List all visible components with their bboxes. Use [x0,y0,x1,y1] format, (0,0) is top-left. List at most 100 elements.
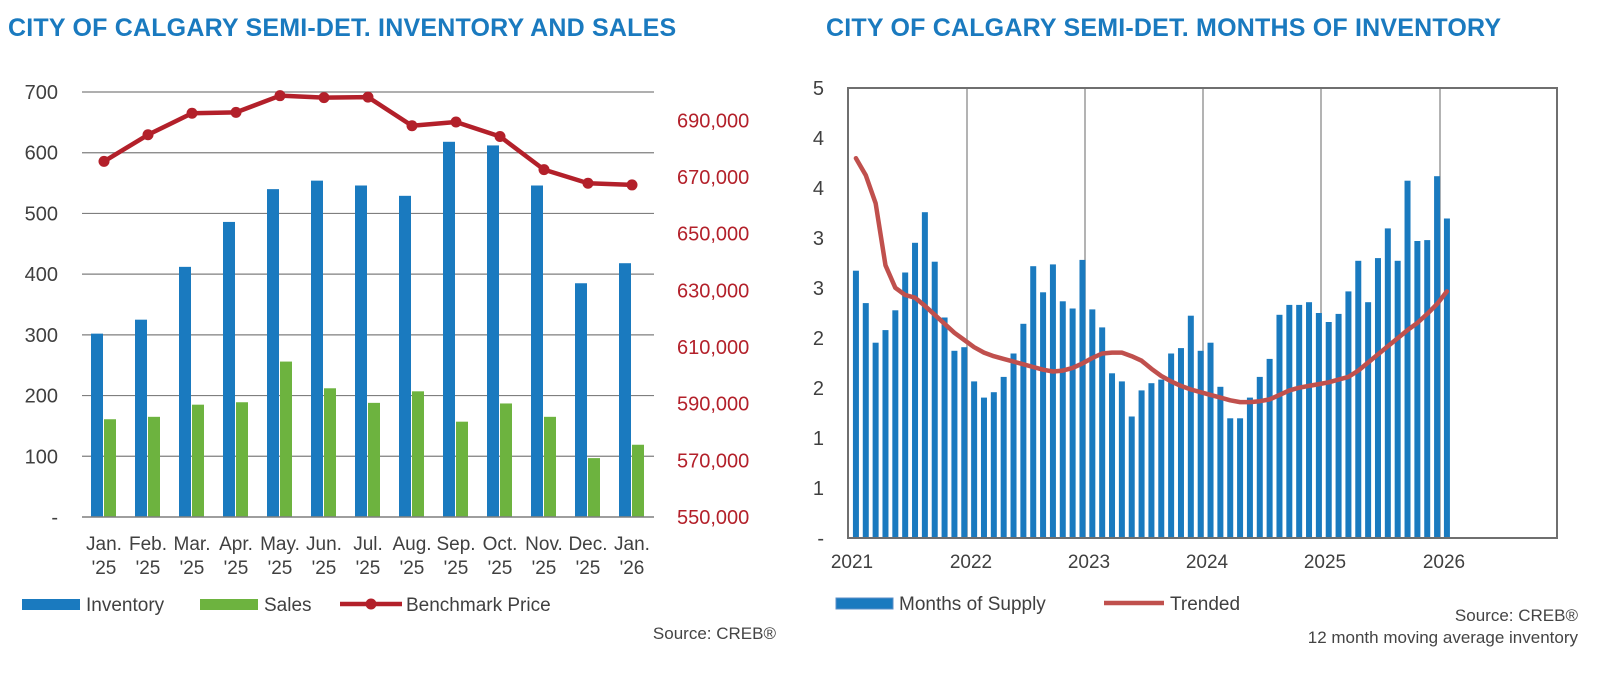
months-of-supply-bar-54 [1384,228,1391,538]
months-of-supply-bar-37 [1217,386,1224,538]
right-chart-year-label: 2026 [1423,552,1465,573]
inventory-bar-11 [575,283,587,517]
inventory-bar-6 [355,185,367,517]
x-axis-year-label: '25 [92,558,117,579]
months-of-supply-bar-30 [1148,383,1155,538]
x-axis-year-label: '25 [268,558,293,579]
right-chart-year-label: 2024 [1186,552,1229,573]
left-axis-tick-label: 400 [25,264,58,286]
x-axis-month-label: Sep. [436,534,475,555]
x-axis-month-label: Jan. [614,534,650,555]
months-of-supply-bar-25 [1099,327,1106,538]
benchmark-price-point-4 [274,90,286,102]
legend-swatch-sales [200,599,258,610]
inventory-bar-1 [135,319,147,517]
inventory-bar-2 [179,266,191,517]
sales-bar-2 [192,404,204,517]
months-of-supply-bar-21 [1059,301,1066,538]
sales-bar-4 [280,361,292,517]
months-of-supply-bar-27 [1118,381,1125,538]
months-of-supply-bar-17 [1020,323,1027,538]
right-moving-average-note: 12 month moving average inventory [1307,628,1578,647]
months-of-supply-bar-43 [1276,314,1283,538]
months-of-supply-bar-1 [862,303,869,538]
x-axis-month-label: Jul. [353,534,383,555]
legend-swatch-benchmark-marker [365,598,377,610]
months-of-supply-bar-53 [1374,258,1381,538]
months-of-supply-bar-56 [1404,180,1411,538]
right-axis-tick-label: 690,000 [677,110,749,132]
months-of-supply-bar-34 [1187,315,1194,538]
inventory-bar-9 [487,145,499,517]
right-chart-year-label: 2022 [950,552,992,573]
sales-bar-6 [368,402,380,517]
x-axis-year-label: '25 [180,558,205,579]
months-of-supply-bar-31 [1158,379,1165,538]
months-of-supply-bar-58 [1424,240,1431,538]
months-of-supply-bar-8 [931,261,938,538]
right-axis-tick-label: 590,000 [677,394,749,416]
x-axis-month-label: Dec. [568,534,607,555]
benchmark-price-point-8 [450,116,462,128]
months-of-supply-bar-26 [1109,373,1116,538]
months-of-supply-bar-2 [872,342,879,538]
right-chart-y-tick-label: - [817,528,824,550]
benchmark-price-point-6 [362,91,374,103]
right-axis-tick-label: 630,000 [677,280,749,302]
right-chart-y-tick-label: 2 [813,378,824,400]
x-axis-year-label: '25 [532,558,557,579]
x-axis-month-label: May. [260,534,300,555]
benchmark-price-point-2 [186,107,198,119]
right-axis-tick-label: 650,000 [677,224,749,246]
months-of-supply-bar-59 [1434,176,1441,538]
legend-swatch-months-of-supply [835,597,894,610]
x-axis-month-label: Aug. [392,534,431,555]
benchmark-price-point-9 [494,130,506,142]
x-axis-month-label: Mar. [174,534,211,555]
left-axis-tick-label: 700 [25,82,58,104]
left-axis-tick-label: 200 [25,386,58,408]
left-chart-title: CITY OF CALGARY SEMI-DET. INVENTORY AND … [8,14,677,42]
months-of-supply-bar-18 [1030,266,1037,538]
right-chart-y-tick-label: 1 [813,478,824,500]
left-source-note: Source: CREB® [652,624,776,643]
right-chart-y-tick-label: 3 [813,278,824,300]
months-of-supply-bar-48 [1325,322,1332,538]
inventory-bar-12 [619,263,631,517]
benchmark-price-point-5 [318,92,330,104]
inventory-bar-4 [267,189,279,517]
x-axis-year-label: '25 [224,558,249,579]
left-axis-tick-label: - [51,507,58,529]
right-axis-tick-label: 550,000 [677,507,749,529]
sales-bar-1 [148,416,160,517]
sales-bar-5 [324,388,336,517]
months-of-supply-bar-55 [1394,260,1401,538]
months-of-supply-bar-47 [1315,313,1322,538]
x-axis-year-label: '25 [400,558,425,579]
months-of-supply-bar-33 [1177,348,1184,538]
months-of-supply-bar-35 [1197,350,1204,538]
legend-label-benchmark-price: Benchmark Price [406,595,551,616]
x-axis-month-label: Apr. [219,534,253,555]
inventory-bar-3 [223,221,235,517]
months-of-supply-bar-28 [1128,416,1135,538]
legend-label-inventory: Inventory [86,595,165,616]
benchmark-price-point-7 [406,120,418,132]
x-axis-year-label: '25 [488,558,513,579]
months-of-supply-bar-44 [1286,304,1293,538]
right-chart-title: CITY OF CALGARY SEMI-DET. MONTHS OF INVE… [826,14,1502,42]
legend-label-trended: Trended [1170,594,1240,615]
x-axis-year-label: '26 [620,558,645,579]
months-of-supply-bar-0 [852,270,859,538]
x-axis-month-label: Jun. [306,534,342,555]
x-axis-year-label: '25 [136,558,161,579]
months-of-supply-bar-7 [921,212,928,538]
x-axis-month-label: Nov. [525,534,563,555]
left-axis-tick-label: 300 [25,325,58,347]
benchmark-price-point-1 [142,129,154,141]
sales-bar-7 [412,391,424,517]
x-axis-year-label: '25 [576,558,601,579]
months-of-supply-bar-24 [1089,309,1096,538]
months-of-supply-bar-3 [882,330,889,538]
sales-bar-12 [632,444,644,517]
